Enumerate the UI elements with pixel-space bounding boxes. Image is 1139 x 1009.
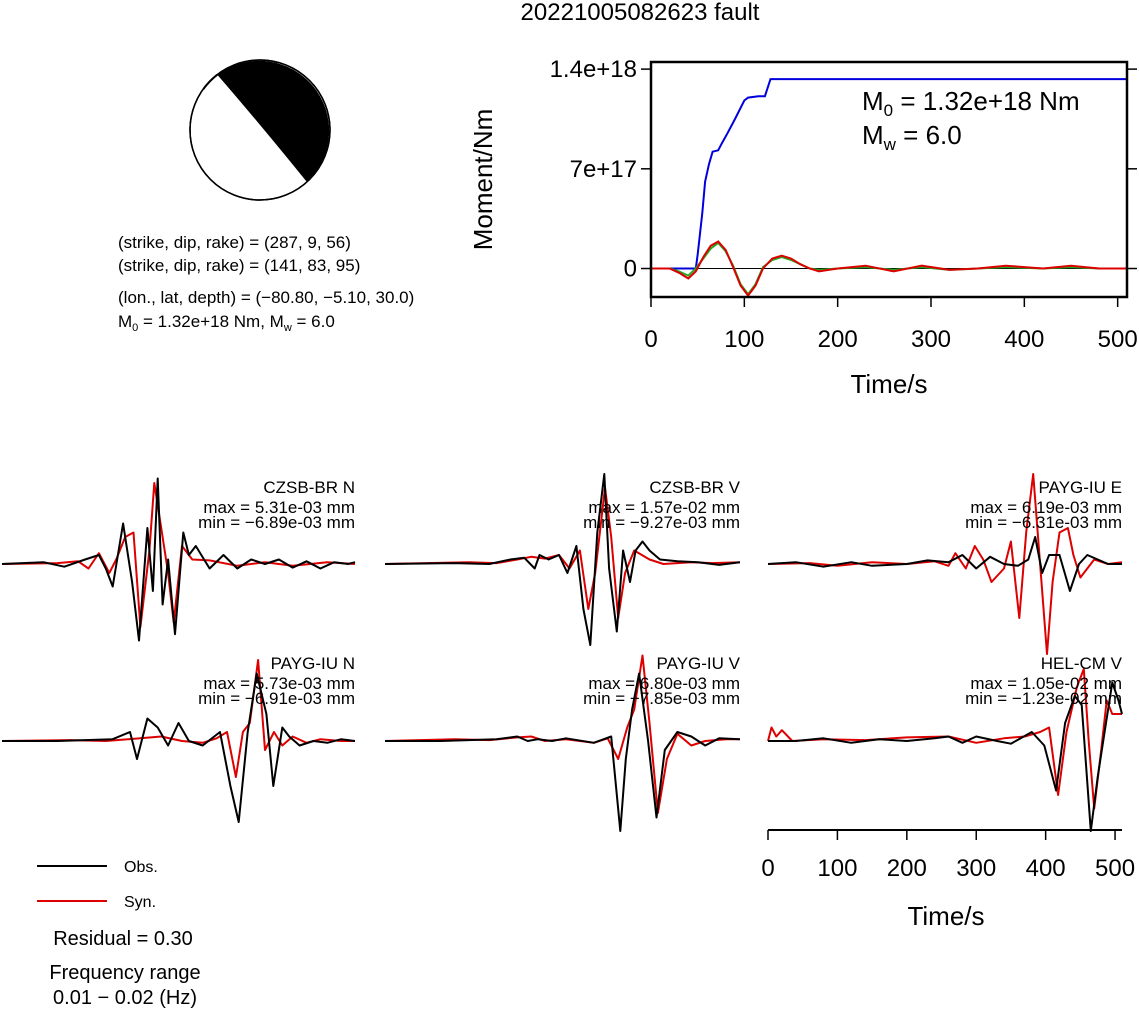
station-max: max = 5.31e-03 mm — [203, 498, 355, 517]
moment-ytick-label: 0 — [624, 256, 637, 283]
moment-ytick-label: 7e+17 — [570, 156, 637, 183]
station-min: min = −9.27e-03 mm — [583, 513, 740, 532]
legend-syn-label: Syn. — [124, 894, 156, 911]
mechanism-moment: M0 = 1.32e+18 Nm, Mw = 6.0 — [118, 312, 335, 334]
station-name: CZSB-BR N — [263, 478, 355, 497]
moment-ylabel: Moment/Nm — [468, 109, 498, 251]
wave-xtick-label: 400 — [1026, 855, 1066, 882]
waveform-syn — [1, 482, 356, 628]
beachball-compression — [217, 60, 330, 182]
wave-xtick-label: 300 — [956, 855, 996, 882]
legend: Obs. Syn. Residual = 0.30 Frequency rang… — [37, 859, 201, 1009]
frequency-title: Frequency range — [49, 962, 200, 984]
beachball — [189, 59, 331, 201]
station-max: max = 1.05e-02 mm — [970, 674, 1122, 693]
station-min: min = −6.31e-03 mm — [965, 513, 1122, 532]
moment-xtick-label: 0 — [644, 326, 657, 353]
moment-series-moment — [651, 78, 1127, 270]
waveform-syn — [384, 654, 740, 814]
legend-obs-label: Obs. — [124, 859, 158, 876]
station-min: min = −7.85e-03 mm — [583, 689, 740, 708]
waveform-obs — [1, 477, 356, 642]
station-name: HEL-CM V — [1041, 654, 1123, 673]
waveform-obs — [767, 536, 1122, 592]
station-min: min = −6.89e-03 mm — [198, 513, 355, 532]
moment-xtick-label: 200 — [818, 326, 858, 353]
waveform-obs — [384, 473, 741, 646]
residual-label: Residual = 0.30 — [53, 928, 193, 950]
waveform-obs — [768, 681, 1123, 832]
waveform-time-axis: 0 100 200 300 400 500 Time/s — [761, 829, 1135, 931]
frequency-range: 0.01 − 0.02 (Hz) — [53, 987, 197, 1009]
station-min: min = −6.91e-03 mm — [198, 689, 355, 708]
station-name: CZSB-BR V — [649, 478, 740, 497]
moment-panel: 0 7e+17 1.4e+18 0 100 200 300 400 500 Time/s Momen… — [468, 56, 1138, 399]
moment-xtick-label: 500 — [1098, 326, 1138, 353]
wave-xlabel: Time/s — [907, 901, 984, 931]
moment-xtick-label: 300 — [911, 326, 951, 353]
mechanism-plane2: (strike, dip, rake) = (141, 83, 95) — [118, 256, 360, 275]
moment-xlabel: Time/s — [850, 369, 927, 399]
moment-series-syn — [651, 240, 1127, 298]
wave-xtick-label: 100 — [817, 855, 857, 882]
station-min: min = −1.23e-02 mm — [965, 689, 1122, 708]
wave-xtick-label: 200 — [887, 855, 927, 882]
station-name: PAYG-IU E — [1039, 478, 1122, 497]
wave-xtick-label: 0 — [761, 855, 774, 882]
station-name: PAYG-IU V — [657, 654, 741, 673]
moment-xtick-label: 100 — [724, 326, 764, 353]
moment-annotation-mw: Mw = 6.0 — [862, 120, 962, 154]
figure-title: 20221005082623 fault — [521, 0, 760, 26]
mechanism-location: (lon., lat, depth) = (−80.80, −5.10, 30.… — [118, 288, 414, 307]
moment-annotation-m0: M0 = 1.32e+18 Nm — [862, 86, 1080, 120]
moment-ytick-label: 1.4e+18 — [550, 56, 637, 83]
wave-xtick-label: 500 — [1095, 855, 1135, 882]
waveform-syn — [1, 659, 355, 778]
station-max: max = 6.19e-03 mm — [970, 498, 1122, 517]
mechanism-info: (strike, dip, rake) = (287, 9, 56) (stri… — [118, 233, 414, 334]
station-name: PAYG-IU N — [271, 654, 355, 673]
waveform-obs — [2, 672, 356, 823]
mechanism-plane1: (strike, dip, rake) = (287, 9, 56) — [118, 233, 351, 252]
station-max: max = 5.73e-03 mm — [203, 674, 355, 693]
moment-frame — [649, 60, 1129, 299]
station-max: max = 1.57e-02 mm — [588, 498, 740, 517]
moment-xtick-label: 400 — [1004, 326, 1044, 353]
station-max: max = 6.80e-03 mm — [588, 674, 740, 693]
waveform-obs — [385, 672, 741, 832]
